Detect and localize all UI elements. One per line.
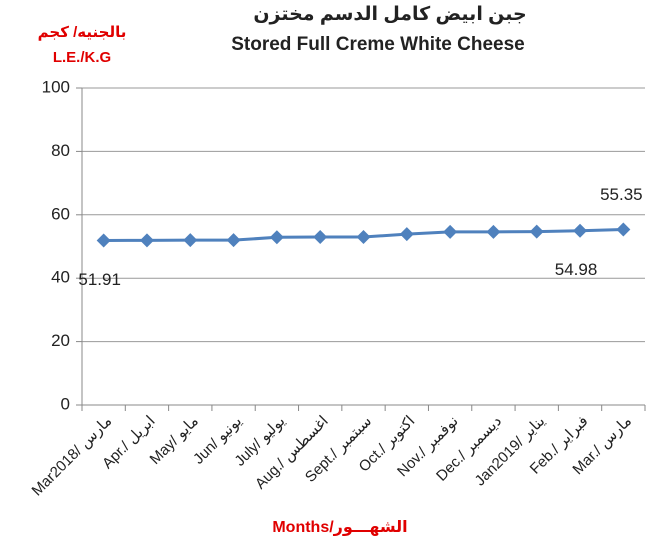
data-point — [183, 233, 198, 248]
data-label: 55.35 — [600, 185, 643, 204]
data-point — [443, 224, 458, 239]
y-tick-label: 80 — [51, 141, 70, 160]
data-point — [96, 233, 111, 248]
data-point — [529, 224, 544, 239]
data-label: 54.98 — [555, 260, 598, 279]
data-point — [313, 229, 328, 244]
y-tick-label: 20 — [51, 331, 70, 350]
data-point — [226, 233, 241, 248]
data-point — [399, 227, 414, 242]
data-label: 51.91 — [78, 270, 121, 289]
chart-title: جبن ابيض كامل الدسم مختزن — [253, 4, 526, 25]
y-tick-label: 60 — [51, 204, 70, 223]
chart-subtitle: Stored Full Creme White Cheese — [231, 34, 525, 55]
x-axis-label: Months/الشهـــور — [272, 519, 407, 536]
y-unit-ar: بالجنيه/ كجم — [38, 24, 127, 41]
data-point — [616, 222, 631, 237]
y-tick-label: 100 — [42, 77, 70, 96]
data-point — [573, 223, 588, 238]
data-point — [269, 230, 284, 245]
y-unit-en: L.E./K.G — [53, 49, 111, 66]
data-point — [356, 229, 371, 244]
y-tick-label: 40 — [51, 268, 70, 287]
data-point — [139, 233, 154, 248]
y-tick-label: 0 — [61, 394, 70, 413]
data-point — [486, 224, 501, 239]
